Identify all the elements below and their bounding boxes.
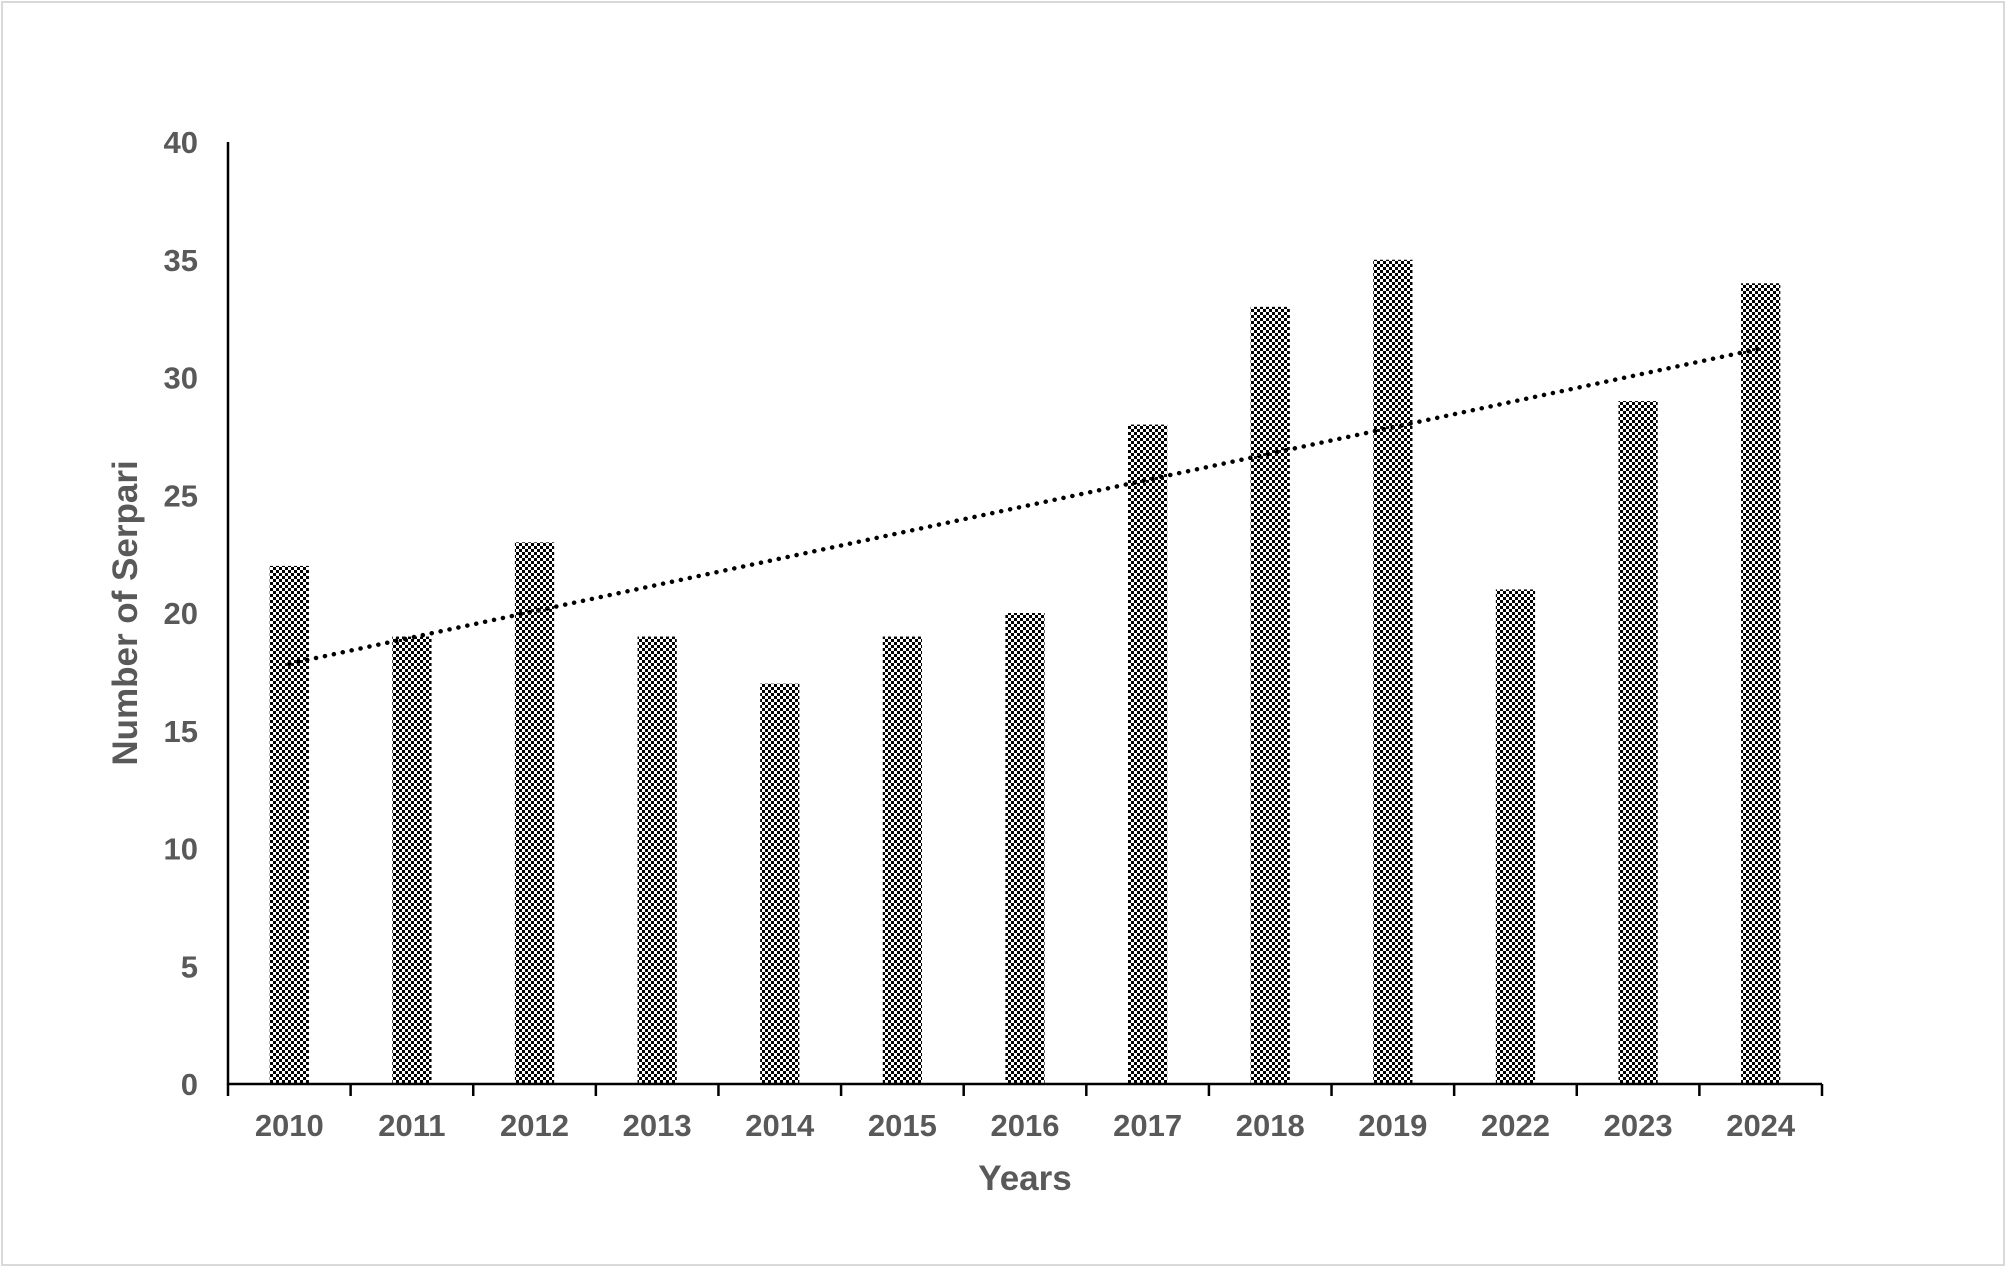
bar-2023	[1618, 401, 1658, 1084]
bar-2024	[1741, 283, 1781, 1084]
bar-2022	[1495, 589, 1536, 1084]
y-tick-label: 10	[164, 832, 198, 867]
x-tick-label: 2015	[868, 1108, 937, 1143]
bar-2018	[1250, 306, 1290, 1085]
bar-2013	[637, 636, 677, 1084]
x-tick-label: 2018	[1236, 1108, 1305, 1143]
x-tick-label: 2013	[623, 1108, 692, 1143]
bar-2010	[269, 565, 309, 1084]
bar-2015	[882, 636, 923, 1084]
bar-2012	[514, 542, 555, 1084]
axes-layer	[226, 142, 1824, 1096]
x-tick-label: 2019	[1358, 1108, 1427, 1143]
y-tick-label: 25	[164, 478, 198, 513]
x-tick-label: 2012	[500, 1108, 569, 1143]
x-tick-label: 2016	[991, 1108, 1060, 1143]
y-tick-label: 0	[181, 1067, 198, 1102]
bar-2016	[1005, 613, 1045, 1084]
x-tick-labels: 2010 2011 2012 2013 2014 2015 2016 2017 2018 2019…	[255, 1108, 1796, 1143]
y-tick-label: 5	[181, 949, 198, 984]
y-axis-title: Number of Serpari	[106, 460, 145, 765]
y-tick-label: 20	[164, 596, 198, 631]
x-tick-label: 2010	[255, 1108, 324, 1143]
x-tick-label: 2014	[745, 1108, 815, 1143]
y-tick-label: 30	[164, 361, 198, 396]
trendline	[287, 346, 1763, 666]
bar-2011	[392, 636, 432, 1084]
x-axis-title: Years	[978, 1159, 1071, 1198]
x-tick-label: 2017	[1113, 1108, 1182, 1143]
x-tick-label: 2011	[378, 1108, 445, 1143]
trendline-layer	[287, 346, 1763, 666]
x-tick-label: 2022	[1481, 1108, 1550, 1143]
bar-2014	[760, 683, 800, 1084]
x-tick-label: 2023	[1604, 1108, 1673, 1143]
y-tick-label: 35	[164, 243, 198, 278]
y-tick-labels: 0 5 10 15 20 25 30 35 40	[164, 125, 198, 1102]
bars-layer	[269, 259, 1781, 1085]
x-tick-label: 2024	[1726, 1108, 1796, 1143]
bar-2017	[1128, 424, 1168, 1085]
y-tick-label: 40	[164, 125, 198, 160]
bar-2019	[1373, 259, 1413, 1084]
y-tick-label: 15	[164, 714, 198, 749]
